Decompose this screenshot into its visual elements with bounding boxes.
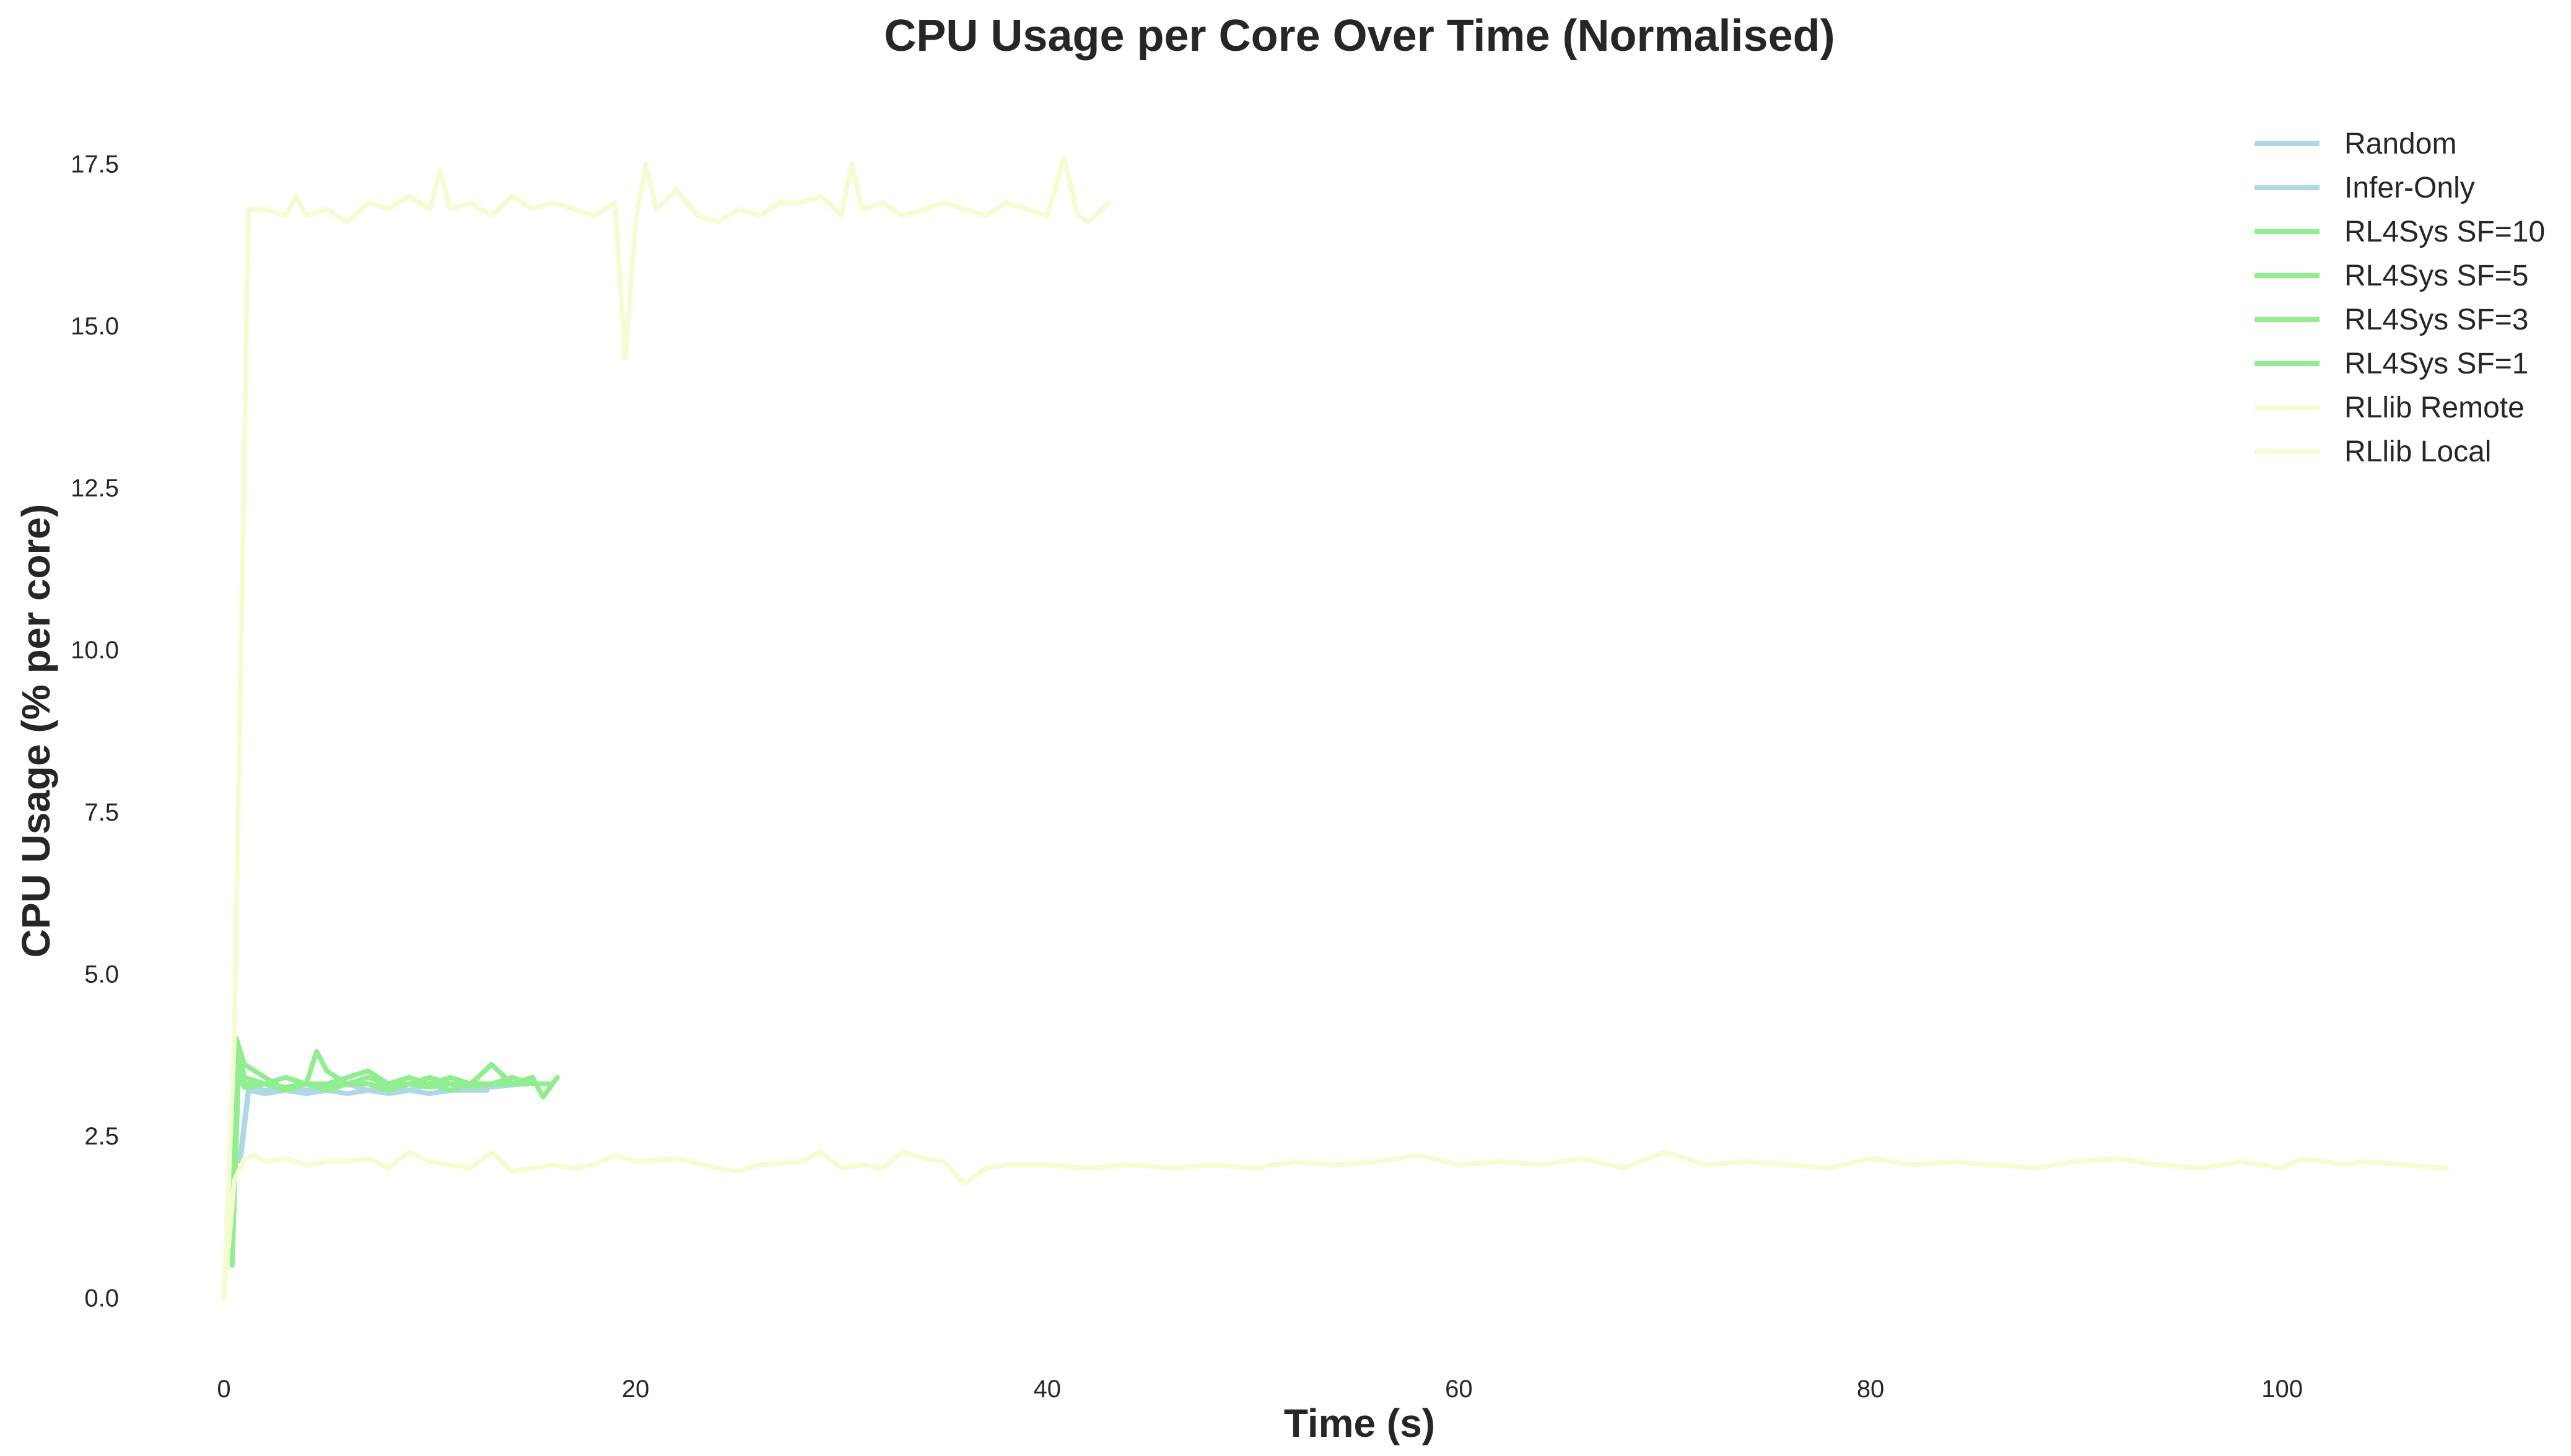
series-line-rl4sys-sf-5 (229, 1048, 552, 1249)
x-tick-label: 100 (2261, 1375, 2303, 1403)
x-tick-label: 20 (622, 1375, 650, 1403)
legend-label-infer-only: Infer-Only (2344, 172, 2475, 204)
chart-title: CPU Usage per Core Over Time (Normalised… (884, 11, 1835, 61)
legend-label-rllib-remote: RLlib Remote (2344, 391, 2525, 424)
y-tick-label: 0.0 (84, 1284, 119, 1312)
y-tick-label: 2.5 (84, 1123, 119, 1150)
legend-label-rl4sys-sf-10: RL4Sys SF=10 (2344, 216, 2545, 248)
series-line-rllib-local (221, 155, 1112, 1301)
legend: Random Infer-Only RL4Sys SF=10 RL4Sys SF=5 R… (2255, 128, 2545, 468)
x-tick-label: 80 (1857, 1375, 1885, 1403)
series-line-rllib-remote (221, 1149, 2450, 1301)
series-line-rl4sys-sf-1 (229, 1075, 531, 1268)
y-axis-label: CPU Usage (% per core) (14, 504, 58, 958)
y-axis-ticks: 0.0 2.5 5.0 7.5 10.0 12.5 15.0 17.5 (71, 151, 119, 1312)
legend-label-random: Random (2344, 128, 2456, 160)
legend-label-rl4sys-sf-3: RL4Sys SF=3 (2344, 303, 2528, 336)
legend-label-rl4sys-sf-1: RL4Sys SF=1 (2344, 347, 2528, 380)
y-tick-label: 15.0 (71, 313, 119, 340)
y-tick-label: 7.5 (84, 799, 119, 826)
series-lines (221, 155, 2450, 1301)
x-axis-ticks: 0 20 40 60 80 100 (217, 1375, 2303, 1403)
legend-label-rl4sys-sf-5: RL4Sys SF=5 (2344, 259, 2528, 292)
y-tick-label: 10.0 (71, 637, 119, 664)
series-line-rl4sys-sf-10 (229, 1035, 560, 1236)
series-line-random (238, 1088, 490, 1164)
y-tick-label: 12.5 (71, 475, 119, 502)
x-tick-label: 0 (217, 1375, 230, 1403)
y-tick-label: 5.0 (84, 961, 119, 988)
legend-label-rllib-local: RLlib Local (2344, 435, 2491, 468)
y-tick-label: 17.5 (71, 151, 119, 178)
x-axis-label: Time (s) (1284, 1401, 1435, 1445)
x-tick-label: 60 (1445, 1375, 1473, 1403)
x-tick-label: 40 (1034, 1375, 1062, 1403)
